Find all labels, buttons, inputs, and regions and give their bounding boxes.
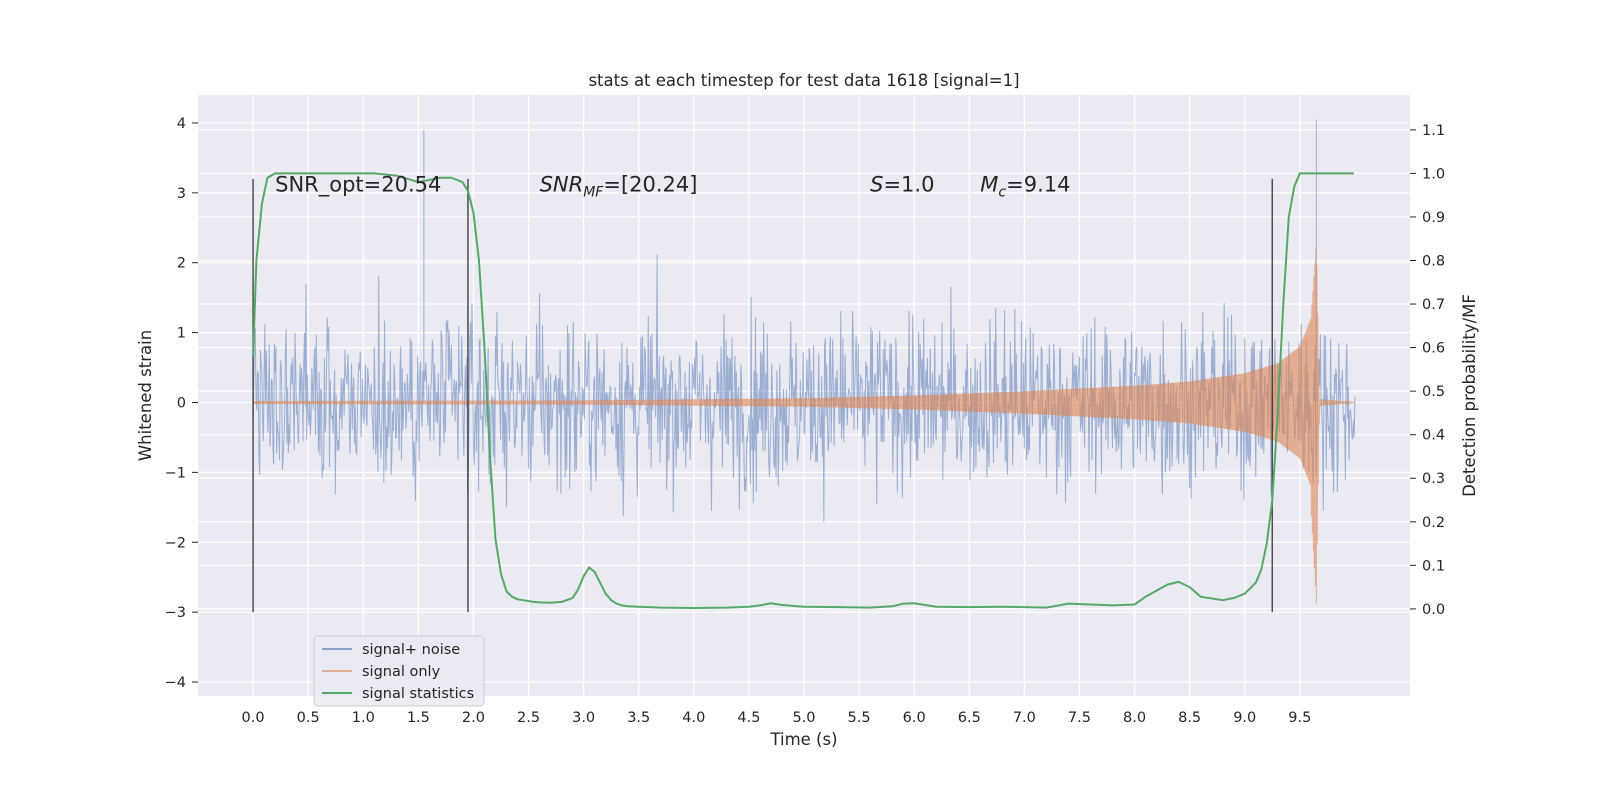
annotations: SNR_opt=20.54 SNRMF=[20.24] S=1.0 Mc=9.14 bbox=[275, 172, 1070, 200]
signal-statistics-line bbox=[252, 172, 1354, 610]
y2-tick-label: 1.0 bbox=[1422, 166, 1445, 182]
x-tick-label: 0.0 bbox=[242, 710, 265, 726]
annotation: SNRMF=[20.24] bbox=[540, 172, 698, 200]
x-tick-label: 3.5 bbox=[627, 710, 650, 726]
y2-tick-label: 0.7 bbox=[1422, 297, 1445, 313]
x-axis-label: Time (s) bbox=[769, 730, 837, 749]
series-signal-only bbox=[252, 248, 1355, 604]
x-tick-label: 8.0 bbox=[1123, 710, 1146, 726]
y2-tick-label: 0.4 bbox=[1422, 428, 1445, 444]
y-tick-label: 2 bbox=[177, 256, 186, 272]
y2-tick-label: 1.1 bbox=[1422, 123, 1445, 139]
x-tick-label: 2.0 bbox=[462, 710, 485, 726]
x-tick-label: 3.0 bbox=[572, 710, 595, 726]
x-tick-label: 9.5 bbox=[1288, 710, 1311, 726]
y2-tick-labels: 1.1 1.0 0.9 0.8 0.7 0.6 0.5 0.4 0.3 0.2 0.1 0.0 bbox=[1410, 123, 1445, 618]
series-signal-statistics bbox=[252, 172, 1354, 610]
y2-axis-label: Detection probability/MF bbox=[1460, 294, 1479, 497]
x-tick-label: 7.5 bbox=[1068, 710, 1091, 726]
x-tick-label: 8.5 bbox=[1178, 710, 1201, 726]
y2-tick-label: 0.3 bbox=[1422, 471, 1445, 487]
annotation: Mc=9.14 bbox=[980, 172, 1070, 200]
x-tick-label: 4.0 bbox=[682, 710, 705, 726]
x-tick-label: 5.0 bbox=[792, 710, 815, 726]
vertical-lines bbox=[252, 178, 1274, 613]
annotation: S=1.0 bbox=[870, 172, 934, 196]
chart-title: stats at each timestep for test data 161… bbox=[588, 71, 1019, 90]
x-tick-label: 6.5 bbox=[958, 710, 981, 726]
legend: signal+ noise signal only signal statistic… bbox=[313, 635, 485, 707]
x-tick-label: 1.5 bbox=[407, 710, 430, 726]
x-tick-label: 9.0 bbox=[1233, 710, 1256, 726]
x-tick-label: 6.0 bbox=[903, 710, 926, 726]
y-axis-label: Whitened strain bbox=[136, 330, 155, 461]
y2-tick-label: 0.6 bbox=[1422, 341, 1445, 357]
y-tick-label: −3 bbox=[165, 605, 186, 621]
y-tick-label: 0 bbox=[177, 395, 186, 411]
x-tick-labels: 0.0 0.5 1.0 1.5 2.0 2.5 3.0 3.5 4.0 4.5 5.0 5.5 6.0 6… bbox=[242, 710, 1312, 726]
x-tick-label: 5.5 bbox=[848, 710, 871, 726]
signal-only-line bbox=[252, 248, 1355, 604]
y-tick-label: −2 bbox=[165, 535, 186, 551]
y-tick-labels: 4 3 2 1 0 −1 −2 −3 −4 bbox=[165, 116, 198, 691]
legend-box bbox=[313, 635, 485, 707]
y2-tick-label: 0.5 bbox=[1422, 384, 1445, 400]
y2-tick-label: 0.9 bbox=[1422, 210, 1445, 226]
y-tick-label: 1 bbox=[177, 326, 186, 342]
annotation: SNR_opt=20.54 bbox=[275, 172, 441, 197]
x-tick-label: 0.5 bbox=[297, 710, 320, 726]
legend-label: signal statistics bbox=[362, 686, 474, 702]
legend-label: signal only bbox=[362, 664, 441, 680]
x-tick-label: 2.5 bbox=[517, 710, 540, 726]
legend-label: signal+ noise bbox=[362, 642, 460, 658]
y2-tick-label: 0.0 bbox=[1422, 602, 1445, 618]
x-tick-label: 4.5 bbox=[737, 710, 760, 726]
y2-tick-label: 0.8 bbox=[1422, 253, 1445, 269]
x-tick-label: 7.0 bbox=[1013, 710, 1036, 726]
y-tick-label: 4 bbox=[177, 116, 186, 132]
y-tick-label: −4 bbox=[165, 675, 186, 691]
y2-tick-label: 0.2 bbox=[1422, 515, 1445, 531]
y2-tick-label: 0.1 bbox=[1422, 558, 1445, 574]
y-tick-label: −1 bbox=[165, 465, 186, 481]
x-tick-label: 1.0 bbox=[352, 710, 375, 726]
y-tick-label: 3 bbox=[177, 186, 186, 202]
